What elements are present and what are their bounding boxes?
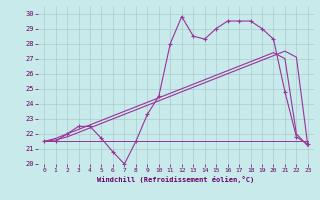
X-axis label: Windchill (Refroidissement éolien,°C): Windchill (Refroidissement éolien,°C) (97, 176, 255, 183)
